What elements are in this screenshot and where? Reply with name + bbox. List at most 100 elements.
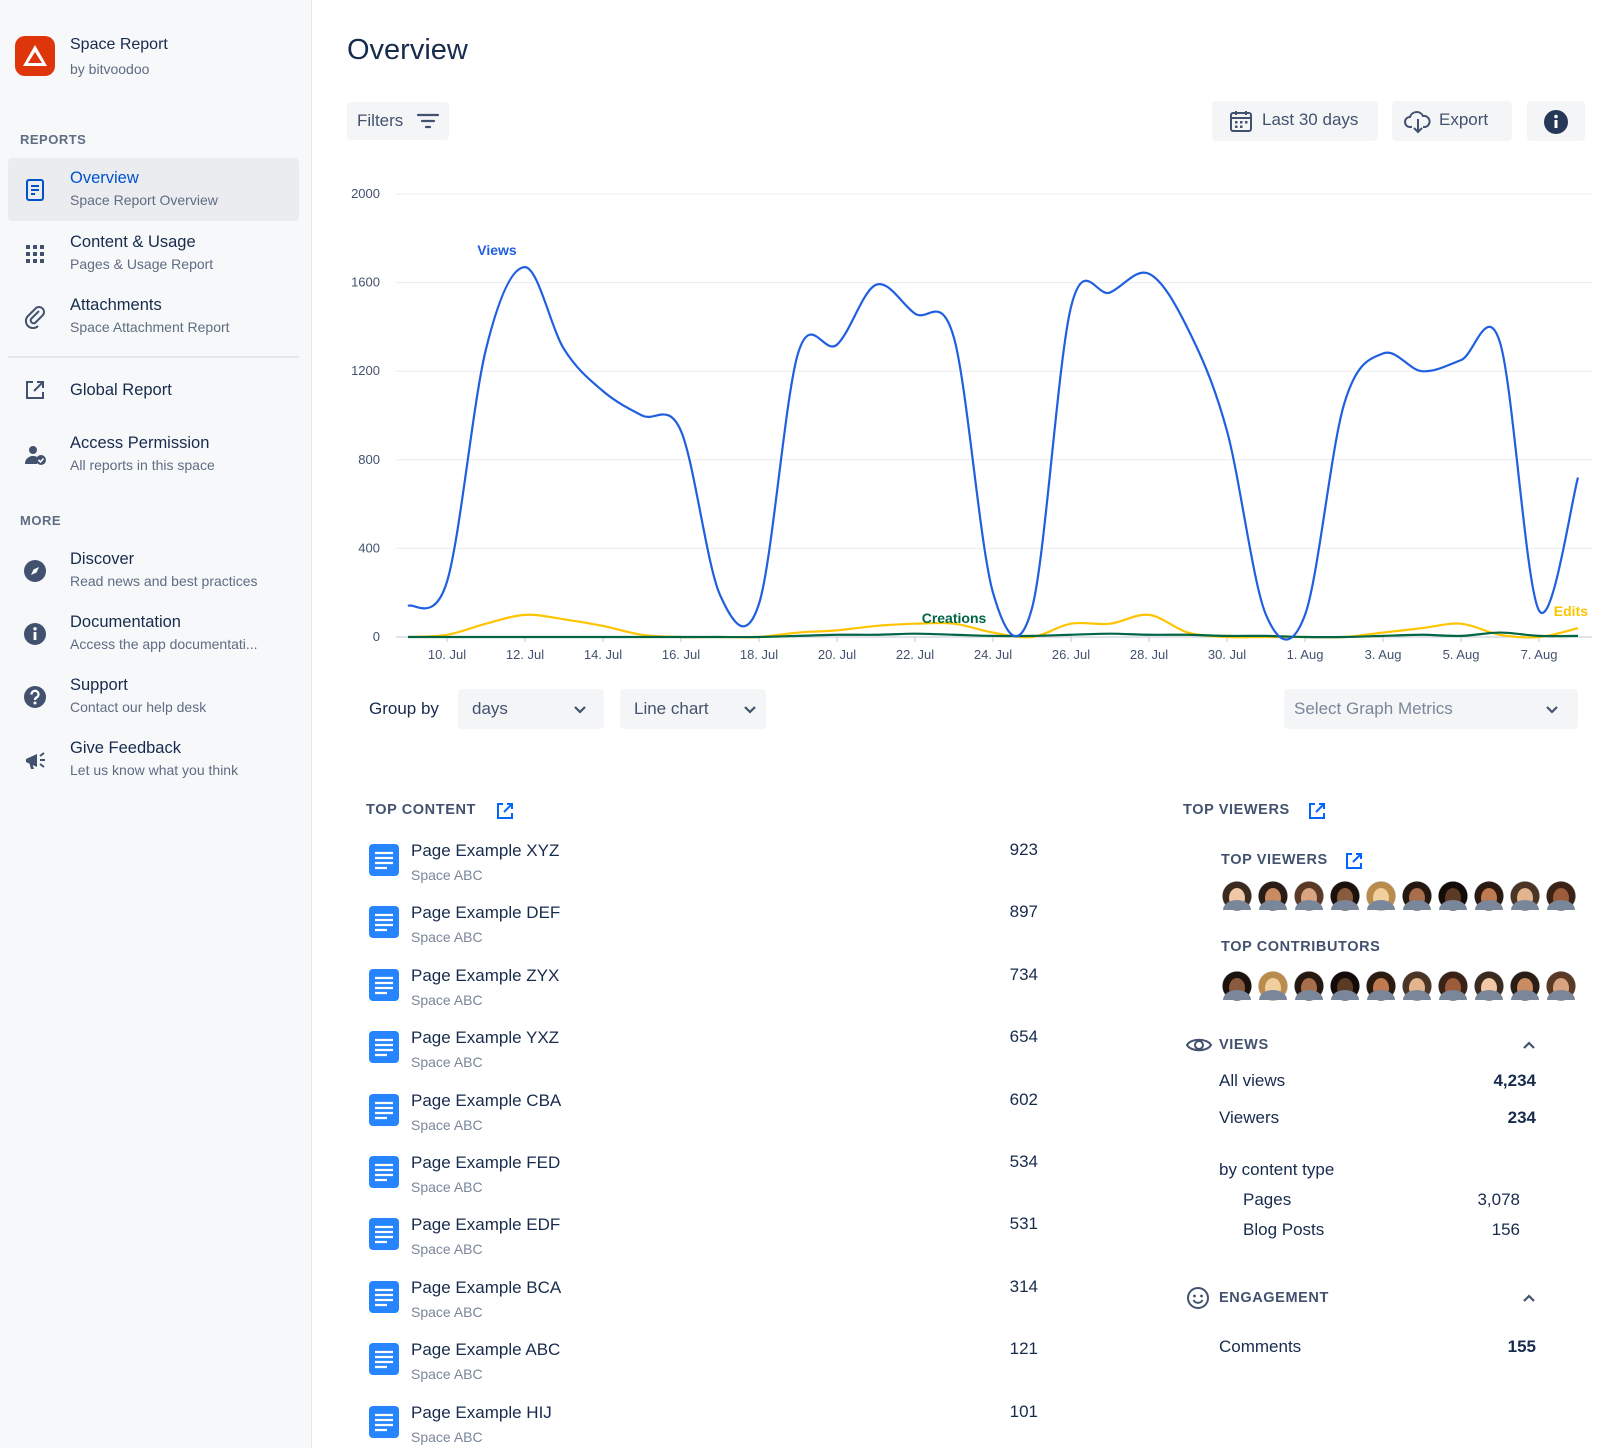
x-tick-label: 5. Aug [1443, 647, 1480, 662]
content-space: Space ABC [411, 1116, 483, 1133]
stat-value: 4,234 [1493, 1071, 1536, 1090]
avatar [1400, 969, 1434, 1003]
smiley-icon [1187, 1287, 1209, 1309]
x-tick-label: 26. Jul [1052, 647, 1090, 662]
page-icon [369, 906, 399, 939]
content-title[interactable]: Page Example CBA [411, 1090, 562, 1110]
x-tick-label: 14. Jul [584, 647, 622, 662]
content-title[interactable]: Page Example DEF [411, 903, 561, 923]
date-range-label[interactable]: Last 30 days [1262, 110, 1359, 129]
page-icon [369, 1280, 399, 1313]
series-label: Creations [922, 610, 987, 626]
nav-item-subtitle: Contact our help desk [70, 699, 207, 715]
group-by-select[interactable] [458, 689, 604, 729]
avatar [1256, 879, 1290, 913]
content-title[interactable]: Page Example XYZ [411, 841, 560, 860]
nav-item-title[interactable]: Documentation [70, 613, 181, 631]
group-by-value[interactable]: days [472, 699, 508, 718]
avatar [1220, 879, 1254, 913]
app-logo [15, 36, 55, 76]
chevron [1523, 1294, 1535, 1302]
calendar-icon [1230, 111, 1252, 132]
nav-item-subtitle: Let us know what you think [70, 762, 239, 778]
x-tick-label: 7. Aug [1521, 647, 1558, 662]
chevron [744, 706, 756, 714]
content-views: 314 [1009, 1276, 1038, 1296]
x-tick-label: 20. Jul [818, 647, 856, 662]
content-title[interactable]: Page Example ABC [411, 1340, 561, 1360]
content-title[interactable]: Page Example HIJ [411, 1402, 552, 1422]
content-space: Space ABC [411, 1303, 483, 1320]
avatar [1220, 969, 1254, 1003]
metrics-select[interactable] [1284, 689, 1578, 729]
y-tick-label: 0 [373, 629, 380, 644]
y-tick-label: 800 [358, 452, 380, 467]
content-title[interactable]: Page Example ZYX [411, 965, 560, 985]
page-icon [369, 1093, 399, 1126]
series-label: Edits [1554, 603, 1588, 619]
avatar [1328, 879, 1362, 913]
content-title[interactable]: Page Example FED [411, 1153, 561, 1172]
avatar [1436, 969, 1470, 1003]
content-views: 101 [1009, 1401, 1038, 1421]
content-views: 121 [1009, 1339, 1038, 1359]
stat-label: by content type [1219, 1160, 1335, 1179]
content-space: Space ABC [411, 1179, 483, 1195]
nav-icon [26, 381, 44, 399]
divider [8, 356, 299, 358]
page-icon [369, 844, 399, 876]
series-line [407, 265, 1580, 641]
nav-item-subtitle: Pages & Usage Report [70, 256, 214, 272]
stat-label: All views [1219, 1071, 1286, 1090]
nav-item-subtitle: Access the app documentati... [70, 636, 258, 652]
section-heading: MORE [20, 513, 61, 528]
nav-item-subtitle: Space Attachment Report [70, 319, 230, 335]
export-label[interactable]: Export [1439, 110, 1489, 129]
metrics-placeholder[interactable]: Select Graph Metrics [1294, 699, 1453, 718]
nav-item-title[interactable]: Give Feedback [70, 739, 181, 757]
content-title[interactable]: Page Example YXZ [411, 1028, 560, 1048]
y-tick-label: 400 [358, 540, 380, 555]
stat-label: Blog Posts [1243, 1220, 1325, 1239]
nav-item-subtitle: All reports in this space [70, 457, 215, 473]
avatar [1328, 969, 1362, 1003]
chart-type-value[interactable]: Line chart [634, 699, 709, 718]
x-tick-label: 1. Aug [1287, 647, 1324, 662]
nav-item-title[interactable]: Discover [70, 550, 135, 568]
filters-label[interactable]: Filters [357, 111, 404, 130]
date-range-button[interactable] [1212, 101, 1378, 141]
page-icon [369, 1405, 399, 1438]
page-icon [369, 1031, 399, 1064]
nav-item-title[interactable]: Access Permission [70, 434, 210, 452]
content-space: Space ABC [411, 1054, 483, 1071]
sub-title: TOP CONTRIBUTORS [1221, 939, 1381, 955]
external-link-icon [1309, 803, 1325, 819]
stat-value: 156 [1491, 1220, 1520, 1239]
nav-item-title[interactable]: Overview [70, 169, 139, 187]
content-space: Space ABC [411, 1428, 483, 1445]
nav-item-title[interactable]: Content & Usage [70, 233, 196, 251]
chart-type-select[interactable] [620, 689, 766, 729]
content-space: Space ABC [411, 1241, 483, 1258]
stat-value: 234 [1507, 1108, 1536, 1127]
nav-item-title[interactable]: Global Report [70, 381, 172, 399]
x-tick-label: 3. Aug [1365, 647, 1402, 662]
sub-title: TOP VIEWERS [1221, 852, 1328, 868]
content-title[interactable]: Page Example EDF [411, 1215, 561, 1235]
x-tick-label: 28. Jul [1130, 647, 1168, 662]
page-title: Overview [347, 34, 468, 66]
avatar [1436, 879, 1470, 913]
avatar [1472, 879, 1506, 913]
y-tick-label: 1200 [351, 363, 380, 378]
page-icon [369, 1218, 399, 1251]
content-title[interactable]: Page Example BCA [411, 1277, 562, 1297]
content-views: 923 [1009, 840, 1038, 859]
nav-item-title[interactable]: Support [70, 676, 128, 694]
nav-item-title[interactable]: Attachments [70, 296, 162, 314]
chevron [1523, 1041, 1535, 1049]
eye-icon [1185, 1038, 1213, 1052]
content-views: 602 [1009, 1089, 1038, 1109]
content-space: Space ABC [411, 867, 483, 883]
export-button[interactable] [1392, 101, 1512, 141]
